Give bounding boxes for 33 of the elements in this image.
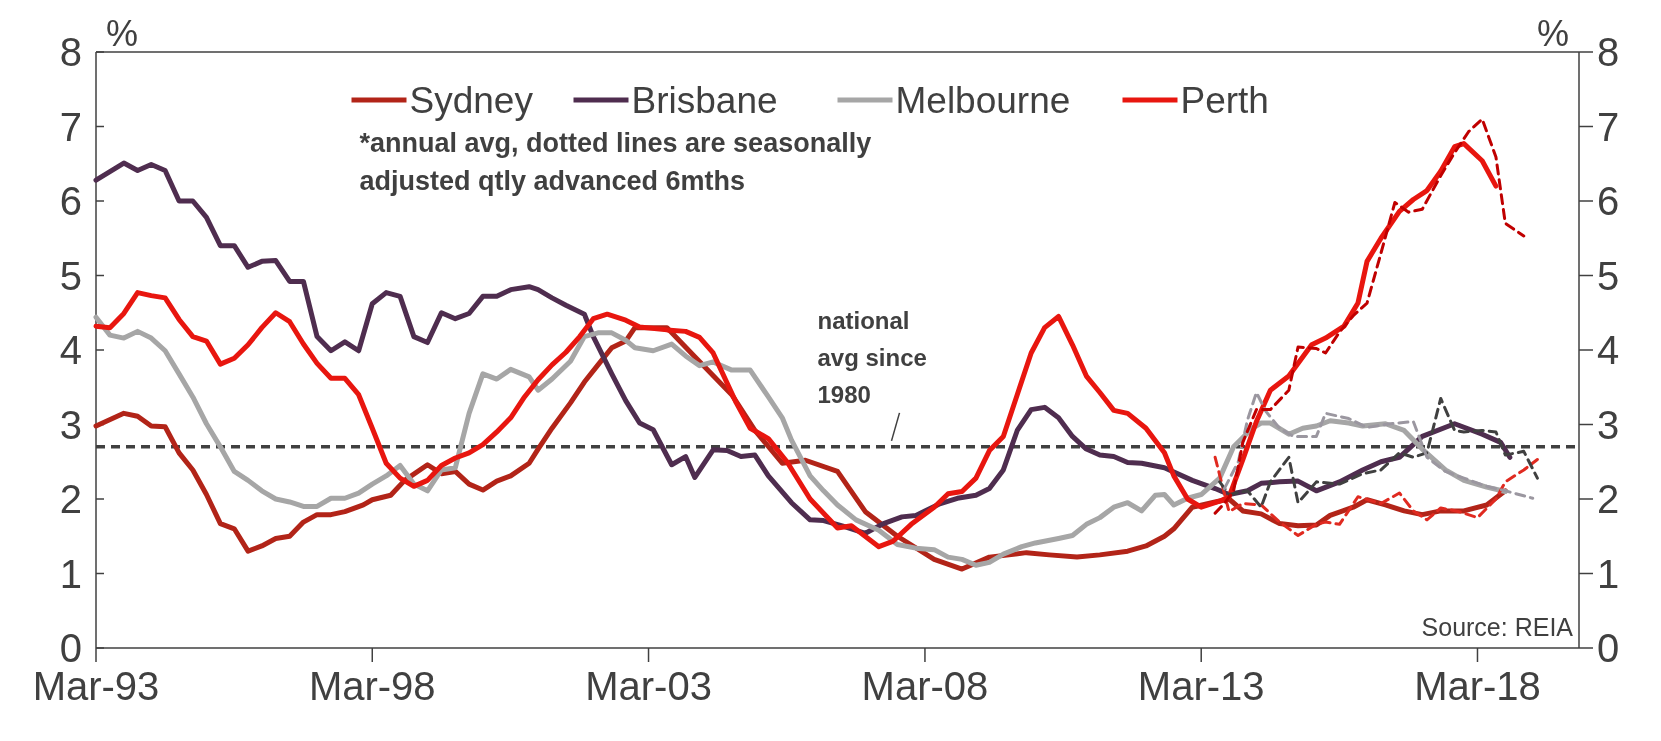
legend-label: Brisbane — [631, 80, 778, 122]
ref-line-label: national avg since 1980 — [817, 306, 927, 408]
x-tick-label: Mar-08 — [861, 664, 989, 708]
y-tick-label: 7 — [59, 104, 82, 149]
annotation: Source: REIA — [1421, 613, 1574, 641]
x-tick-label: Mar-03 — [585, 664, 712, 708]
legend-label: Perth — [1180, 80, 1269, 122]
y2-tick-label: 8 — [1597, 30, 1620, 75]
y-tick-label: 5 — [59, 253, 82, 298]
line-series — [1213, 455, 1539, 538]
y2-tick-label: 7 — [1597, 104, 1620, 149]
y2-tick-label: 1 — [1597, 551, 1620, 596]
y2-tick-label: 3 — [1597, 402, 1620, 447]
line-series — [1213, 117, 1526, 515]
legend-label: Sydney — [409, 80, 534, 122]
y-tick-label: 3 — [59, 402, 82, 447]
x-tick-label: Mar-98 — [308, 664, 436, 708]
y2-tick-label: 2 — [1597, 477, 1620, 522]
y-tick-label: 1 — [59, 551, 82, 596]
legend-label: Melbourne — [895, 80, 1071, 122]
y-tick-label: 6 — [59, 179, 82, 224]
y-tick-label: 8 — [59, 30, 82, 75]
annotation: *annual avg, dotted lines are seasonally adjusted qtly advanced 6mths — [359, 128, 872, 196]
y2-tick-label: 0 — [1597, 626, 1620, 671]
x-tick-label: Mar-18 — [1414, 664, 1541, 708]
y2-tick-label: 5 — [1597, 253, 1620, 298]
y-tick-label: 4 — [59, 328, 82, 373]
y-axis-title: % — [106, 13, 139, 54]
y2-axis-title: % — [1536, 13, 1569, 54]
x-tick-label: Mar-13 — [1137, 664, 1265, 708]
y-tick-label: 2 — [59, 477, 82, 522]
y2-tick-label: 4 — [1597, 328, 1620, 373]
y2-tick-label: 6 — [1597, 179, 1620, 224]
